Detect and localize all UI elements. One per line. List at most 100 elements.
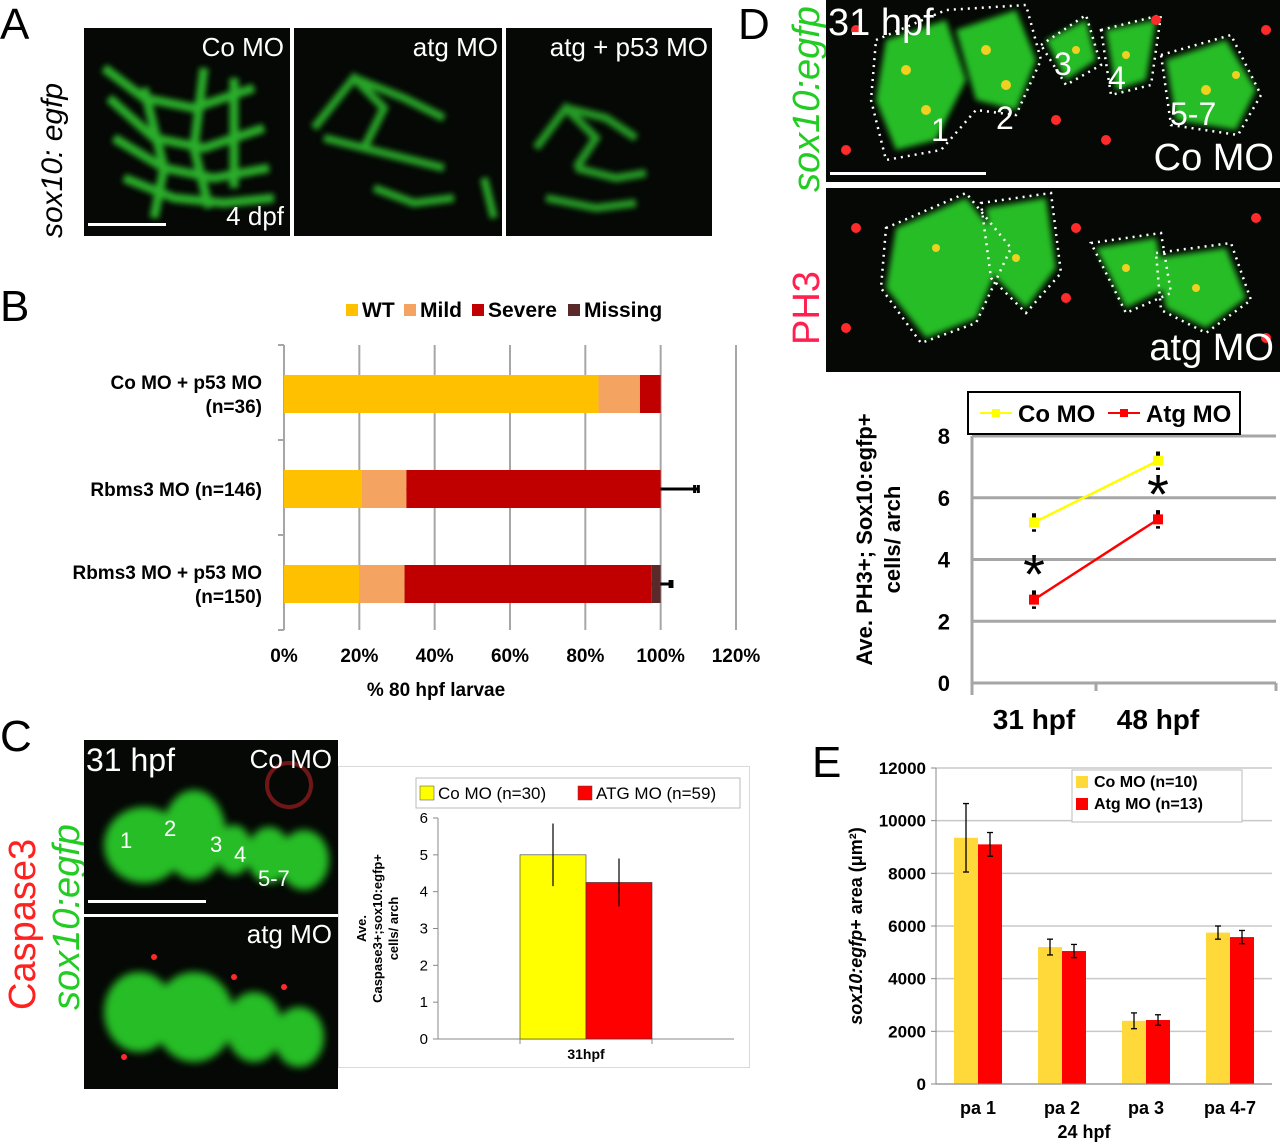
x-tick-label: 20% <box>340 646 378 667</box>
x-tick-label: pa 4-7 <box>1204 1098 1256 1118</box>
panel-a-stain-label: sox10: egfp <box>36 82 69 238</box>
significance-marker: * <box>1023 543 1045 606</box>
panel-a-label-atg-p53-mo: atg + p53 MO <box>549 32 708 62</box>
bar-segment <box>639 375 661 413</box>
panel-letter-c: C <box>0 712 32 761</box>
chart-d: 0 2 4 6 8 31 hpf 48 hpf Ave. PH3+; Sox10:egfp+ c… <box>852 391 1278 735</box>
bar-segment <box>361 470 407 508</box>
x-tick-label: pa 3 <box>1128 1098 1164 1118</box>
bar <box>585 882 653 1040</box>
legend-label: Atg MO <box>1146 401 1231 428</box>
legend-swatch <box>419 785 435 801</box>
y-tick-label: 5 <box>420 847 428 864</box>
x-tick-label: 80% <box>566 646 604 667</box>
x-tick-label: 0% <box>270 646 298 667</box>
bar-segment <box>651 565 661 603</box>
legend-box <box>1071 769 1243 823</box>
x-tick-label: 40% <box>416 646 454 667</box>
panel-a-label-co-mo: Co MO <box>201 32 284 62</box>
category-label: (n=150) <box>195 587 262 608</box>
bar <box>1206 932 1230 1084</box>
panel-c-time-label: 31 hpf <box>86 742 175 778</box>
legend-swatch <box>1076 798 1088 810</box>
x-tick-label: 120% <box>712 646 761 667</box>
legend-swatch <box>1076 776 1088 788</box>
panel-c-image-co-mo: 31 hpf Co MO 1 2 3 4 5-7 <box>84 740 338 914</box>
panel-d-stain-red: PH3 <box>786 271 828 345</box>
bar-segment <box>284 375 599 413</box>
y-tick-label: 6 <box>938 486 950 511</box>
legend-swatch <box>404 304 416 316</box>
y-tick-label: 1 <box>420 994 428 1011</box>
arch-label: 4 <box>234 842 247 867</box>
legend-swatch <box>577 785 593 801</box>
x-axis-label: 24 hpf <box>1057 1122 1111 1142</box>
y-tick-label: 6000 <box>888 917 926 936</box>
y-axis-label: sox10:egfp+ area (μm²) <box>846 827 866 1025</box>
bar <box>978 844 1002 1084</box>
legend-label: Missing <box>584 299 662 322</box>
x-tick-label: pa 1 <box>960 1098 996 1118</box>
x-tick-label: 100% <box>636 646 685 667</box>
y-tick-label: 4000 <box>888 970 926 989</box>
panel-a-image-atg-mo-drawing <box>310 72 498 219</box>
legend-marker <box>1120 409 1128 417</box>
legend-label: WT <box>362 299 395 322</box>
bar-segment <box>404 565 652 603</box>
panel-letter-e: E <box>812 738 842 787</box>
panel-letter-a: A <box>0 0 30 49</box>
scale-bar <box>88 223 166 226</box>
panel-c-stain-red: Caspase3 <box>2 838 44 1010</box>
arch-label: 3 <box>1054 46 1072 82</box>
legend-label: Severe <box>488 299 557 322</box>
panel-c-label-atg-mo: atg MO <box>246 919 332 949</box>
x-tick-label: 31hpf <box>567 1046 605 1062</box>
data-point <box>1029 594 1039 605</box>
y-tick-label: 0 <box>938 671 950 696</box>
y-tick-label: 6 <box>420 810 428 827</box>
y-tick-label: 8000 <box>888 864 926 883</box>
bar-segment <box>598 375 640 413</box>
data-point <box>1153 514 1163 525</box>
panel-a-label-age: 4 dpf <box>226 201 284 231</box>
legend-label: Mild <box>420 299 462 322</box>
y-tick-label: 10000 <box>879 812 926 831</box>
x-tick-label: 48 hpf <box>1117 704 1200 735</box>
arch-label: 2 <box>164 816 177 841</box>
category-label: (n=36) <box>206 397 263 418</box>
arch-label: 4 <box>1108 60 1126 96</box>
panel-c-label-co-mo: Co MO <box>249 744 332 774</box>
panel-d-time-label: 31 hpf <box>828 2 934 44</box>
y-axis-label: cells/ arch <box>880 486 905 594</box>
legend-marker <box>992 409 1000 417</box>
panel-letter-b: B <box>0 282 30 331</box>
panel-a-image-atg-p53-mo-drawing <box>532 101 647 213</box>
panel-d-stain-green: sox10:egfp <box>786 6 828 192</box>
y-tick-label: 3 <box>420 921 428 938</box>
arch-label: 5-7 <box>258 866 290 891</box>
legend-swatch <box>472 304 484 316</box>
panel-c-image-atg-mo-drawing <box>104 954 324 1067</box>
arch-label: 1 <box>931 112 949 148</box>
arch-label: 2 <box>996 100 1014 136</box>
divider <box>84 914 338 917</box>
data-point <box>1029 517 1039 528</box>
y-axis-label: Ave. <box>354 915 369 942</box>
bar <box>1062 951 1086 1084</box>
y-tick-label: 12000 <box>879 759 926 778</box>
category-label: Co MO + p53 MO <box>111 373 263 394</box>
legend-label: ATG MO (n=59) <box>596 784 716 803</box>
bar-segment <box>284 470 362 508</box>
significance-marker: * <box>1147 462 1169 525</box>
panel-d-image-atg-mo: atg MO <box>826 188 1280 372</box>
panel-d-image-co-mo-drawing <box>841 3 1271 162</box>
y-tick-label: 8 <box>938 424 950 449</box>
x-tick-label: 31 hpf <box>993 704 1076 735</box>
y-tick-label: 0 <box>917 1075 926 1094</box>
series-line <box>1033 518 1159 601</box>
legend-label: Co MO <box>1018 401 1095 428</box>
y-axis-label: cells/ arch <box>386 897 401 961</box>
panel-d-label-co-mo: Co MO <box>1153 137 1274 179</box>
y-tick-label: 4 <box>420 884 428 901</box>
divider <box>826 182 1280 188</box>
